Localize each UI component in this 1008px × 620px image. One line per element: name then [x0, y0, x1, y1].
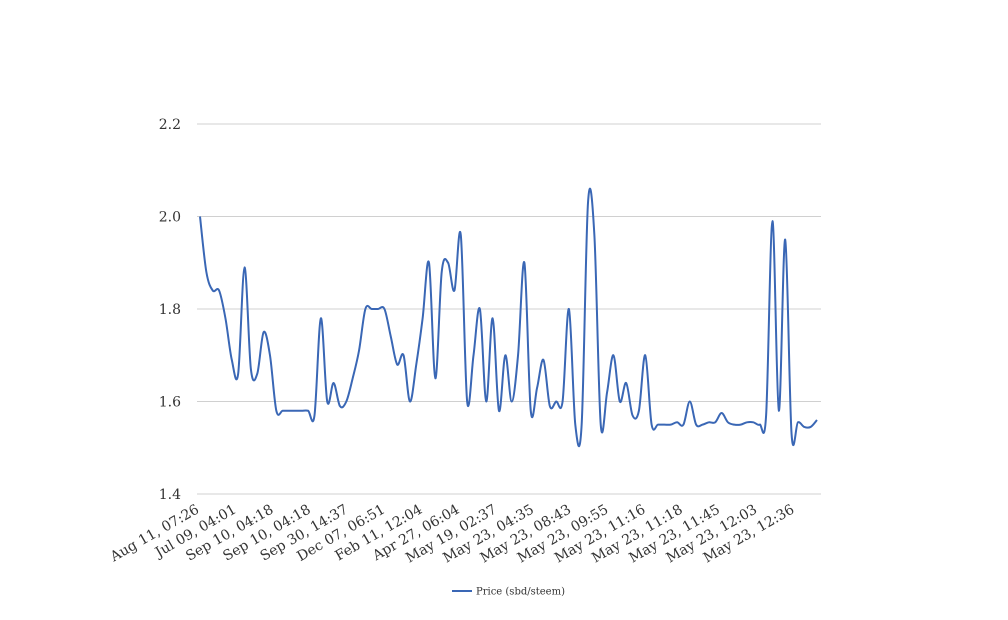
y-tick-label: 2.2 [159, 117, 181, 133]
legend-label: Price (sbd/steem) [476, 587, 565, 598]
y-tick-label: 1.8 [159, 302, 181, 318]
y-axis-ticks: 1.4 1.6 1.8 2.0 2.2 [159, 117, 181, 503]
y-tick-label: 2.0 [159, 210, 181, 226]
y-tick-label: 1.4 [159, 487, 181, 503]
legend[interactable]: Price (sbd/steem) [452, 587, 565, 598]
grid-lines [197, 123, 821, 495]
series-line-0 [199, 187, 818, 448]
y-tick-label: 1.6 [159, 395, 181, 411]
series-layer [199, 187, 818, 448]
